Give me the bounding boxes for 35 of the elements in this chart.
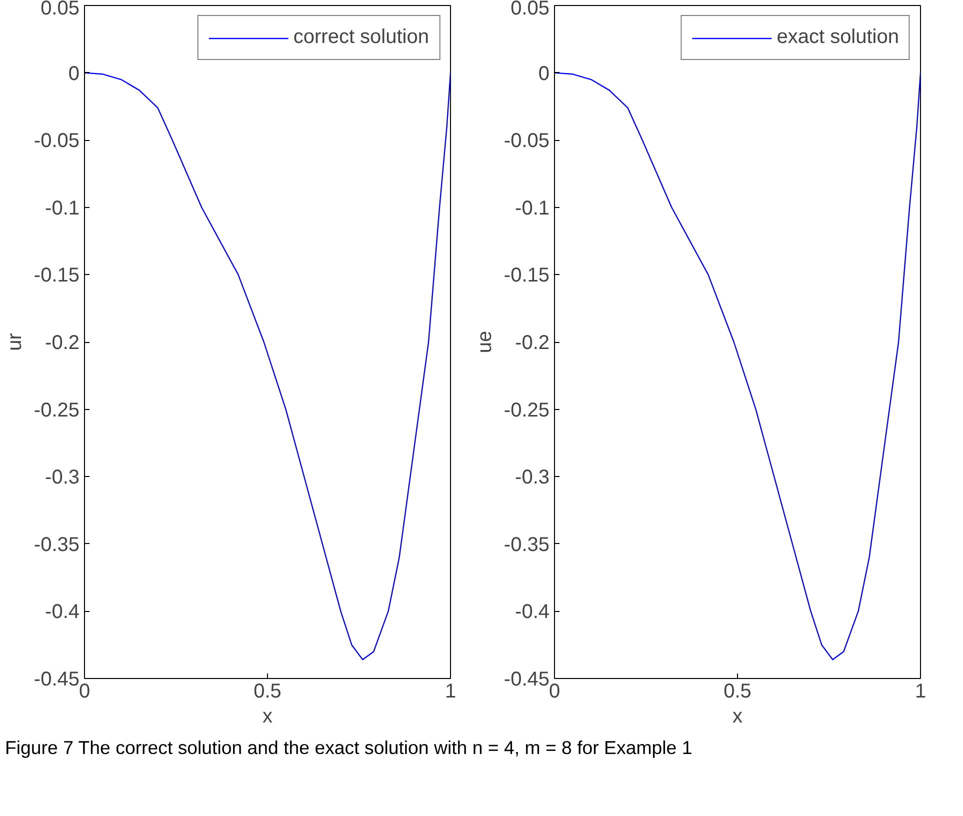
y-tick-label: -0.35 bbox=[34, 534, 80, 556]
x-axis-title: x bbox=[262, 706, 272, 728]
y-tick-label: 0.05 bbox=[510, 0, 550, 20]
y-tick-label: -0.45 bbox=[504, 668, 550, 690]
y-tick-label: -0.4 bbox=[45, 601, 80, 624]
y-tick-label: -0.25 bbox=[34, 399, 80, 422]
x-tick-label: 1 bbox=[444, 680, 456, 702]
y-tick-label: -0.4 bbox=[515, 601, 550, 624]
caption: Figure 7 The correct solution and the exact solution with n = 4, m = 8 for Example 1 bbox=[5, 736, 692, 760]
y-axis-title: ue bbox=[474, 330, 496, 354]
x-tick-label: 0.5 bbox=[724, 680, 752, 702]
y-tick-label: -0.45 bbox=[34, 668, 80, 690]
y-tick-label: -0.3 bbox=[45, 466, 80, 489]
y-tick-label: -0.2 bbox=[515, 332, 550, 354]
x-tick-label: 1 bbox=[914, 680, 926, 702]
y-tick-label: -0.1 bbox=[45, 197, 80, 220]
y-tick-label: 0.05 bbox=[40, 0, 80, 20]
y-tick-label: -0.15 bbox=[34, 264, 80, 287]
y-tick-label: -0.3 bbox=[515, 466, 550, 489]
y-tick-label: -0.05 bbox=[34, 130, 80, 152]
y-tick-label: -0.05 bbox=[504, 130, 550, 152]
y-tick-label: 0 bbox=[68, 62, 80, 85]
x-axis-title: x bbox=[732, 706, 742, 728]
legend-label: exact solution bbox=[776, 26, 899, 49]
y-tick-label: -0.25 bbox=[504, 399, 550, 422]
legend-label: correct solution bbox=[293, 26, 429, 49]
y-tick-label: -0.15 bbox=[504, 264, 550, 287]
line-series bbox=[554, 72, 920, 660]
x-tick-label: 0.5 bbox=[254, 680, 282, 702]
y-tick-label: -0.1 bbox=[515, 197, 550, 220]
y-tick-label: -0.2 bbox=[45, 332, 80, 354]
y-axis-title: ur bbox=[4, 332, 26, 351]
y-tick-label: 0 bbox=[538, 62, 550, 85]
line-series bbox=[84, 72, 450, 660]
y-tick-label: -0.35 bbox=[504, 534, 550, 556]
